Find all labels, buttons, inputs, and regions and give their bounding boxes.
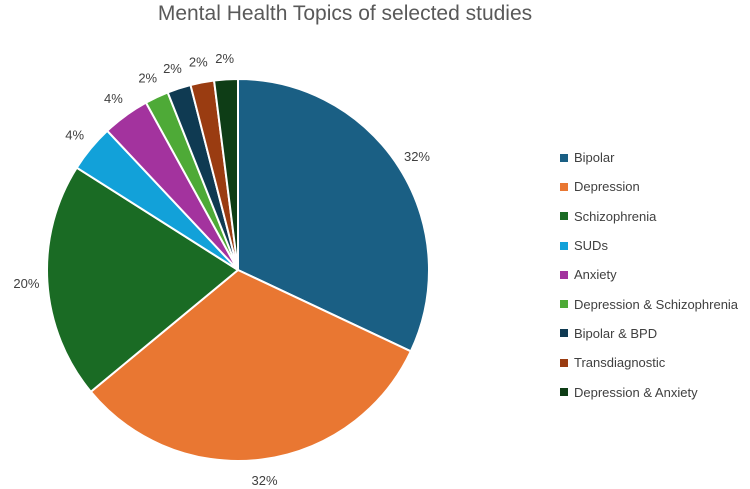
pie-slice-schizophrenia (46, 166, 240, 394)
legend-item-schizophrenia: Schizophrenia (560, 202, 738, 231)
legend-item-bipolar-and-bpd: Bipolar & BPD (560, 319, 738, 348)
data-label-transdiagnostic: 2% (189, 54, 208, 69)
pie-slice-depression-and-anxiety (212, 77, 239, 271)
legend-label: Bipolar (574, 150, 615, 166)
legend-swatch (560, 270, 568, 279)
pie-slice-bipolar (237, 77, 430, 353)
legend-label: Transdiagnostic (574, 355, 666, 371)
pie-slices (46, 77, 430, 462)
data-label-schizophrenia: 20% (13, 276, 39, 291)
data-label-depression-and-anxiety: 2% (215, 51, 234, 66)
legend-swatch (560, 182, 568, 191)
data-label-bipolar-and-bpd: 2% (163, 61, 182, 76)
legend-swatch (560, 329, 568, 338)
legend: Bipolar Depression Schizophrenia SUDs Anxiet… (560, 143, 738, 407)
legend-label: Schizophrenia (574, 208, 657, 224)
pie-slice-depression (89, 268, 413, 462)
legend-item-transdiagnostic: Transdiagnostic (560, 348, 738, 377)
legend-swatch (560, 388, 568, 397)
legend-item-depression-and-schizophrenia: Depression & Schizophrenia (560, 289, 738, 318)
legend-swatch (560, 153, 568, 162)
legend-item-bipolar: Bipolar (560, 143, 738, 172)
legend-label: Depression & Schizophrenia (574, 296, 739, 312)
data-label-bipolar: 32% (404, 149, 430, 164)
legend-swatch (560, 241, 568, 250)
legend-label: Bipolar & BPD (574, 325, 658, 341)
legend-item-depression: Depression (560, 172, 738, 201)
legend-item-depression-and-anxiety: Depression & Anxiety (560, 377, 738, 406)
data-label-depression: 32% (252, 473, 278, 488)
data-label-depression-and-schizophrenia: 2% (138, 71, 157, 86)
chart-title: Mental Health Topics of selected studies (157, 2, 533, 25)
legend-item-suds: SUDs (560, 231, 738, 260)
legend-item-anxiety: Anxiety (560, 260, 738, 289)
legend-swatch (560, 300, 568, 309)
legend-label: Anxiety (574, 267, 617, 283)
legend-label: Depression & Anxiety (574, 384, 698, 400)
data-label-suds: 4% (65, 127, 84, 142)
legend-swatch (560, 212, 568, 221)
legend-label: SUDs (574, 238, 608, 254)
legend-swatch (560, 358, 568, 367)
data-label-anxiety: 4% (104, 91, 123, 106)
legend-label: Depression (574, 179, 640, 195)
pie-data-labels: 32% 32% 20% 4% 4% 2% 2% 2% 2% (13, 51, 430, 488)
